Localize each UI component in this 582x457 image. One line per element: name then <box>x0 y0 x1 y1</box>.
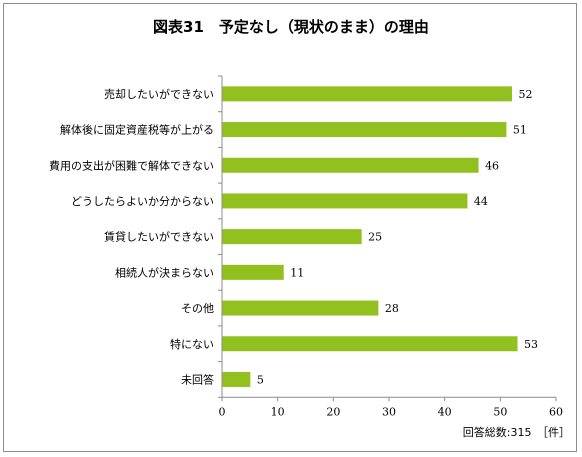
category-label: その他 <box>181 302 214 315</box>
bar <box>222 86 512 102</box>
data-label: 46 <box>485 159 499 172</box>
bar <box>222 157 479 173</box>
data-label: 28 <box>385 302 399 315</box>
response-count-note: 回答総数:315 ［件］ <box>463 425 570 439</box>
bar <box>222 193 468 209</box>
bar <box>222 371 251 387</box>
bar <box>222 300 379 316</box>
chart-frame: 図表31 予定なし（現状のまま）の理由 52 51 46 44 25 11 28 53 5 0 1… <box>3 3 577 452</box>
x-tick-label: 60 <box>549 405 563 418</box>
bar <box>222 229 362 245</box>
data-label: 51 <box>513 124 527 137</box>
x-tick-label: 20 <box>326 405 340 418</box>
x-tick-label: 0 <box>219 405 226 418</box>
x-tick-label: 40 <box>438 405 452 418</box>
category-label: 特にない <box>170 337 214 351</box>
category-label: 売却したいができない <box>104 87 214 101</box>
data-label: 53 <box>524 338 538 351</box>
bar-chart: 図表31 予定なし（現状のまま）の理由 52 51 46 44 25 11 28 53 5 0 1… <box>49 18 570 439</box>
bar <box>222 264 284 280</box>
bar <box>222 336 518 352</box>
data-label: 25 <box>368 231 382 244</box>
category-label: 未回答 <box>181 372 214 386</box>
x-tick-label: 10 <box>271 405 285 418</box>
bar <box>222 122 507 138</box>
data-label: 11 <box>290 266 304 279</box>
data-label: 5 <box>257 373 264 386</box>
category-label: 費用の支出が困難で解体できない <box>49 158 214 172</box>
x-tick-label: 50 <box>493 405 507 418</box>
data-label: 52 <box>518 88 532 101</box>
category-label: 解体後に固定資産税等が上がる <box>60 123 214 137</box>
category-label: 賃貸したいができない <box>104 230 214 244</box>
x-tick-label: 30 <box>382 405 396 418</box>
category-label: どうしたらよいか分からない <box>71 195 214 208</box>
category-label: 相続人が決まらない <box>115 265 214 279</box>
data-label: 44 <box>474 195 488 208</box>
chart-title: 図表31 予定なし（現状のまま）の理由 <box>153 18 429 36</box>
